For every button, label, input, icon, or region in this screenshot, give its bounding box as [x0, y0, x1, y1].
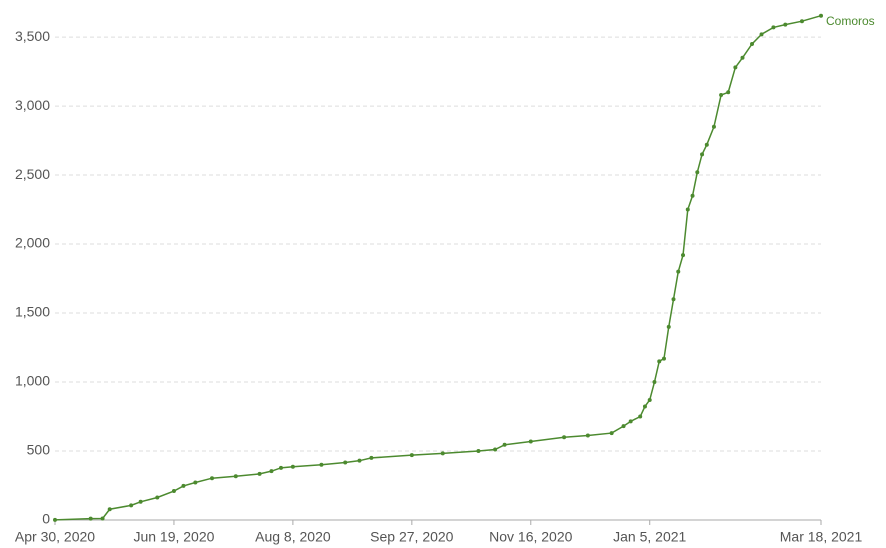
- point: [409, 453, 414, 458]
- x-tick-label: Aug 8, 2020: [255, 529, 331, 545]
- y-tick-label: 2,500: [15, 166, 50, 182]
- point: [666, 324, 671, 329]
- point: [357, 458, 362, 463]
- point: [88, 516, 93, 521]
- point: [726, 90, 731, 95]
- point: [107, 507, 112, 512]
- point: [695, 170, 700, 175]
- point: [628, 419, 633, 424]
- point: [733, 65, 738, 70]
- point: [783, 22, 788, 27]
- point: [278, 465, 283, 470]
- point: [210, 476, 215, 481]
- y-tick-label: 3,000: [15, 97, 50, 113]
- point: [661, 356, 666, 361]
- point: [652, 380, 657, 385]
- point: [647, 397, 652, 402]
- point: [343, 460, 348, 465]
- y-tick-label: 3,500: [15, 28, 50, 44]
- y-tick-label: 2,000: [15, 235, 50, 251]
- y-tick-label: 1,000: [15, 373, 50, 389]
- point: [771, 25, 776, 30]
- point: [528, 439, 533, 444]
- point: [129, 503, 134, 508]
- point: [233, 474, 238, 479]
- x-tick-label: Sep 27, 2020: [370, 529, 454, 545]
- point: [181, 483, 186, 488]
- point: [759, 32, 764, 37]
- point: [290, 464, 295, 469]
- x-tick-label: Jan 5, 2021: [613, 529, 686, 545]
- point: [585, 433, 590, 438]
- point: [193, 480, 198, 485]
- point: [138, 499, 143, 504]
- x-tick-label: Apr 30, 2020: [15, 529, 95, 545]
- point: [750, 41, 755, 46]
- point: [676, 269, 681, 274]
- y-tick-label: 0: [42, 511, 50, 527]
- point: [155, 495, 160, 500]
- point: [502, 442, 507, 447]
- point: [269, 469, 274, 474]
- point: [440, 451, 445, 456]
- y-tick-label: 1,500: [15, 304, 50, 320]
- point: [657, 359, 662, 364]
- point: [100, 516, 105, 521]
- series-line: [54, 14, 822, 521]
- point: [711, 124, 716, 129]
- point: [171, 489, 176, 494]
- point: [609, 431, 614, 436]
- point: [369, 455, 374, 460]
- point: [819, 13, 823, 18]
- point: [493, 447, 498, 452]
- y-tick-label: 500: [27, 442, 51, 458]
- x-tick-label: Nov 16, 2020: [489, 529, 572, 545]
- point: [799, 19, 804, 24]
- point: [719, 93, 724, 98]
- point: [642, 404, 647, 409]
- series-label: Comoros: [826, 14, 875, 28]
- point: [690, 193, 695, 198]
- point: [257, 471, 262, 476]
- point: [319, 462, 324, 467]
- point: [562, 435, 567, 440]
- x-tick-label: Mar 18, 2021: [780, 529, 863, 545]
- point: [671, 297, 676, 302]
- point: [700, 152, 705, 157]
- point: [53, 517, 57, 522]
- point: [740, 55, 745, 60]
- point: [638, 414, 643, 419]
- point: [704, 142, 709, 147]
- point: [681, 253, 686, 258]
- point: [476, 449, 481, 454]
- point: [621, 424, 626, 429]
- point: [685, 207, 690, 212]
- x-tick-label: Jun 19, 2020: [133, 529, 214, 545]
